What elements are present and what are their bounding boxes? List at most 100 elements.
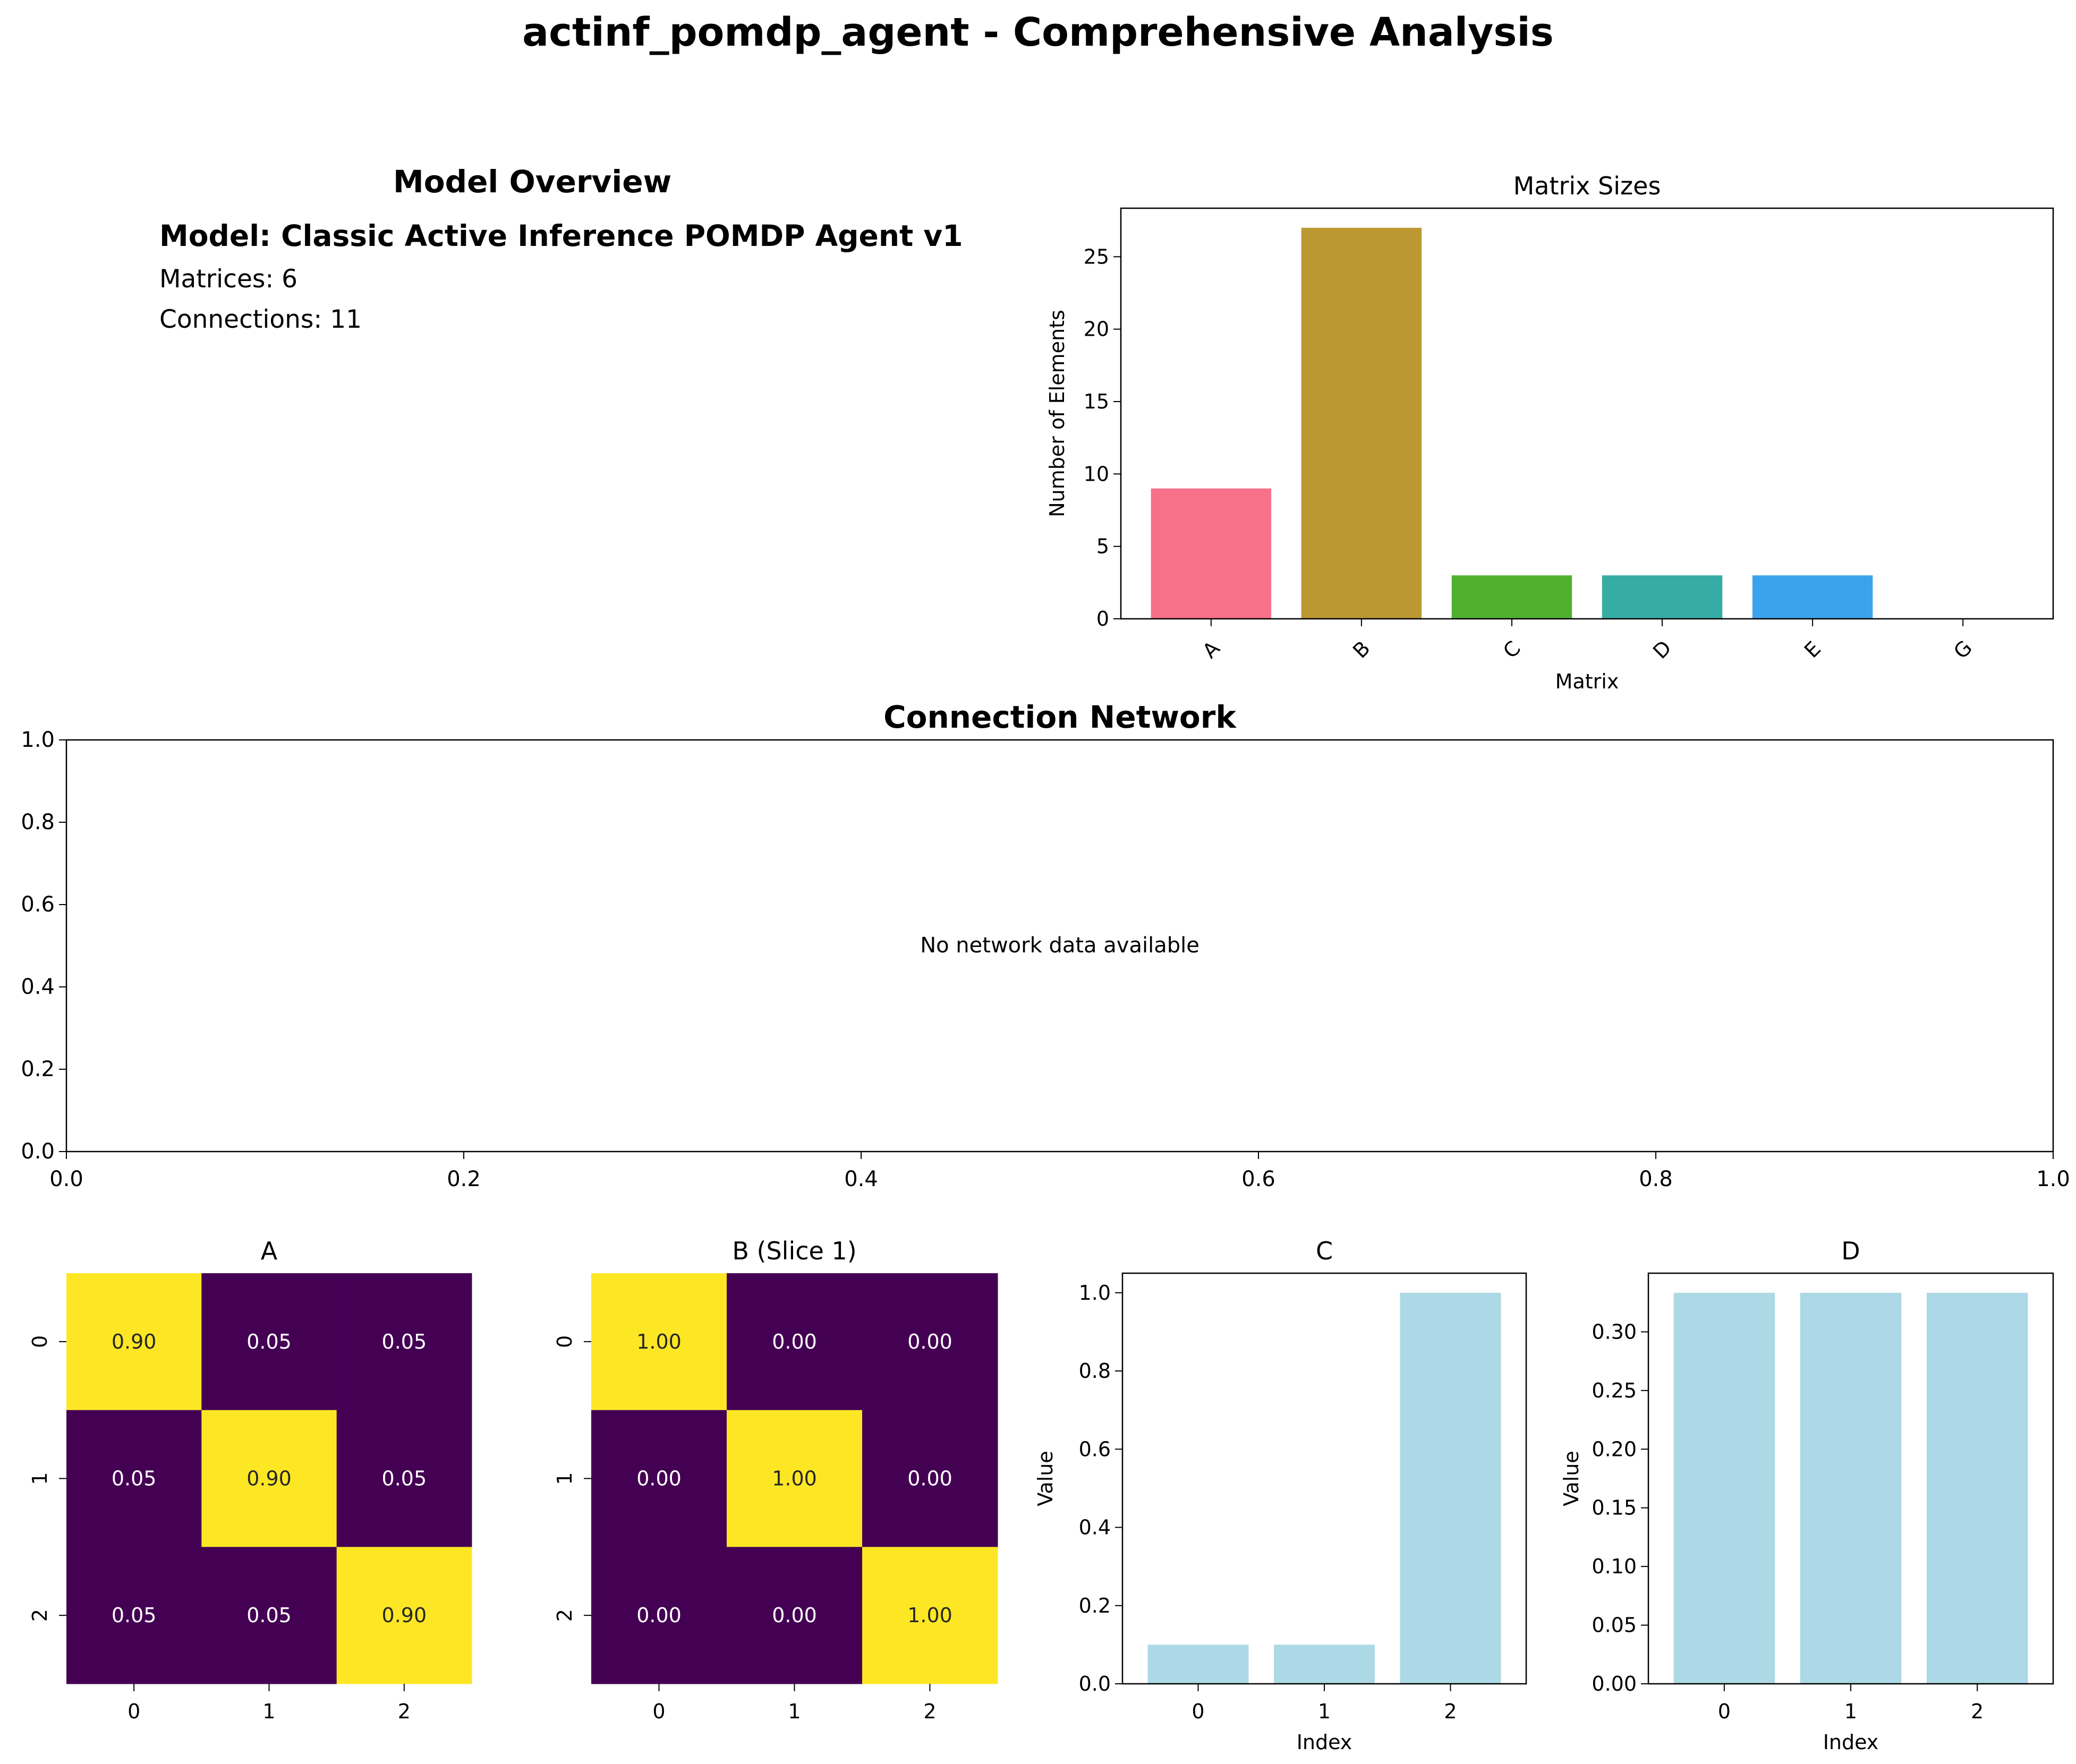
heatmap-a-cell-label-2-0: 0.05 — [112, 1604, 157, 1627]
network-ytick-4-label: 0.8 — [21, 810, 55, 834]
matrix-xtick-B-label: B — [1348, 636, 1375, 663]
matrix-ytick-10-label: 10 — [1084, 462, 1109, 485]
bar-c-ytick-0.8-label: 0.8 — [1079, 1359, 1111, 1383]
heatmap-b-cell-label-1-2: 0.00 — [907, 1467, 952, 1490]
matrix-sizes-ylabel: Number of Elements — [1045, 310, 1069, 517]
heatmap-b-cell-0-2 — [862, 1273, 998, 1411]
network-ytick-1-label: 0.2 — [21, 1057, 55, 1081]
heatmap-a-cell-label-1-1: 0.90 — [246, 1467, 292, 1490]
heatmap-a-ytick-1-label: 1 — [28, 1472, 52, 1485]
matrix-xtick-E-label: E — [1800, 637, 1825, 662]
heatmap-a-xtick-0-label: 0 — [127, 1700, 140, 1723]
matrix-bar-E — [1752, 575, 1873, 619]
matrix-xtick-A-label: A — [1198, 636, 1224, 662]
bar-c-ytick-0.4-label: 0.4 — [1079, 1516, 1111, 1539]
network-ytick-3-label: 0.6 — [21, 892, 55, 917]
bar-c-title: C — [1316, 1237, 1333, 1265]
bar-d-ytick-0.05-label: 0.05 — [1592, 1614, 1637, 1637]
bar-c-ytick-0.2-label: 0.2 — [1079, 1594, 1111, 1617]
heatmap-a-cell-0-2 — [336, 1273, 472, 1411]
connection-network-frame — [65, 739, 2054, 1153]
bar-c-ylabel: Value — [1034, 1451, 1057, 1506]
heatmap-b-cell-label-0-2: 0.00 — [907, 1330, 952, 1353]
heatmap-b-cell-1-1 — [727, 1410, 863, 1547]
network-ytick-5-label: 1.0 — [21, 728, 55, 752]
network-xtick-4-label: 0.8 — [1639, 1167, 1673, 1191]
heatmap-a-cell-label-2-2: 0.90 — [382, 1604, 427, 1627]
bar-d-ytick-0.10-label: 0.10 — [1592, 1555, 1637, 1578]
heatmap-a-cell-2-0 — [66, 1547, 202, 1684]
heatmap-b-cell-label-2-2: 1.00 — [907, 1604, 952, 1627]
heatmap-b-cell-label-2-0: 0.00 — [636, 1604, 682, 1627]
heatmap-b-cell-2-0 — [591, 1547, 727, 1684]
heatmap-b-xtick-1-label: 1 — [788, 1700, 801, 1723]
matrix-xtick-C-label: C — [1499, 636, 1525, 663]
heatmap-a-cell-label-1-0: 0.05 — [112, 1467, 157, 1490]
bar-d-ytick-0.15-label: 0.15 — [1592, 1496, 1637, 1520]
heatmap-a-title: A — [261, 1237, 278, 1265]
heatmap-a-ytick-0-label: 0 — [28, 1335, 52, 1348]
heatmap-b-cell-0-0 — [591, 1273, 727, 1411]
heatmap-b-cell-label-2-1: 0.00 — [772, 1604, 817, 1627]
network-xtick-5-label: 1.0 — [2036, 1167, 2070, 1191]
bar-d-ytick-0.20-label: 0.20 — [1592, 1437, 1637, 1461]
matrix-ytick-25-label: 25 — [1084, 245, 1109, 268]
heatmap-b-ytick-1-label: 1 — [553, 1472, 576, 1485]
heatmap-a-xtick-2-label: 2 — [398, 1700, 411, 1723]
overview-heading: Model Overview — [393, 164, 672, 200]
bar-d-ytick-0.25-label: 0.25 — [1592, 1379, 1637, 1402]
heatmap-b-cell-1-0 — [591, 1410, 727, 1547]
matrix-bar-B — [1301, 227, 1422, 619]
heatmap-a-cell-0-1 — [201, 1273, 337, 1411]
matrix-xtick-D-label: D — [1648, 636, 1676, 663]
overview-connections-line: Connections: 11 — [159, 305, 362, 334]
overview-matrices-line: Matrices: 6 — [159, 265, 298, 294]
heatmap-a-cell-2-1 — [201, 1547, 337, 1684]
heatmap-b-cell-label-0-1: 0.00 — [772, 1330, 817, 1353]
matrix-bar-C — [1451, 575, 1572, 619]
bar-c-xlabel: Index — [1297, 1731, 1352, 1754]
bar-c-xtick-1-label: 1 — [1318, 1700, 1331, 1723]
bar-d-chart: 0 1 2 0.00 0.05 0.10 0.15 0.20 0.25 0.30 D Index Val… — [1560, 1237, 2054, 1754]
heatmap-a-cell-label-0-0: 0.90 — [112, 1330, 157, 1353]
bar-d-bar-1 — [1800, 1292, 1902, 1684]
matrix-ytick-20-label: 20 — [1084, 318, 1109, 341]
network-ytick-0-label: 0.0 — [21, 1139, 55, 1164]
heatmap-b-ytick-0-label: 0 — [553, 1335, 576, 1348]
bar-d-frame — [1647, 1272, 2054, 1685]
matrix-bar-A — [1151, 488, 1272, 619]
heatmap-a-cell-label-0-1: 0.05 — [246, 1330, 292, 1353]
bar-d-ytick-0.30-label: 0.30 — [1592, 1320, 1637, 1343]
heatmap-a-chart: 0.90 0.05 0.05 0.05 0.90 0.05 0.05 0.05 0.90 0 1 2 0… — [28, 1237, 472, 1723]
heatmap-a-cell-label-0-2: 0.05 — [382, 1330, 427, 1353]
matrix-sizes-chart: A B C D E G 0 5 10 15 20 25 Matrix Sizes Matrix Number… — [1045, 172, 2054, 693]
bar-d-xlabel: Index — [1823, 1731, 1879, 1754]
heatmap-b-cell-2-2 — [862, 1547, 998, 1684]
bar-d-bar-0 — [1673, 1292, 1775, 1684]
bar-d-xtick-0-label: 0 — [1718, 1700, 1731, 1723]
heatmap-a-cell-1-1 — [201, 1410, 337, 1547]
heatmap-b-cell-0-1 — [727, 1273, 863, 1411]
heatmap-b-xtick-2-label: 2 — [923, 1700, 936, 1723]
heatmap-b-title: B (Slice 1) — [732, 1237, 856, 1265]
heatmap-b-cell-label-1-1: 1.00 — [772, 1467, 817, 1490]
figure-title: actinf_pomdp_agent - Comprehensive Analy… — [522, 10, 1554, 55]
heatmap-a-cell-0-0 — [66, 1273, 202, 1411]
heatmap-a-xtick-1-label: 1 — [262, 1700, 275, 1723]
matrix-sizes-frame — [1120, 207, 2054, 620]
matrix-ytick-15-label: 15 — [1084, 390, 1109, 413]
bar-c-ytick-0.0-label: 0.0 — [1079, 1672, 1111, 1695]
heatmap-a-cell-1-0 — [66, 1410, 202, 1547]
connection-network-title: Connection Network — [883, 699, 1237, 735]
heatmap-b-cell-label-0-0: 1.00 — [636, 1330, 682, 1353]
heatmap-b-cell-label-1-0: 0.00 — [636, 1467, 682, 1490]
bar-c-bar-2 — [1400, 1292, 1501, 1684]
bar-c-xtick-2-label: 2 — [1444, 1700, 1457, 1723]
matrix-sizes-title: Matrix Sizes — [1513, 172, 1661, 200]
matrix-sizes-xlabel: Matrix — [1555, 670, 1619, 693]
network-xtick-3-label: 0.6 — [1241, 1167, 1275, 1191]
matrix-ytick-0-label: 0 — [1096, 607, 1109, 630]
bar-c-ytick-1.0-label: 1.0 — [1079, 1281, 1111, 1305]
bar-d-xtick-1-label: 1 — [1844, 1700, 1857, 1723]
heatmap-b-chart: 1.00 0.00 0.00 0.00 1.00 0.00 0.00 0.00 1.00 0 1 2 0… — [553, 1237, 998, 1723]
